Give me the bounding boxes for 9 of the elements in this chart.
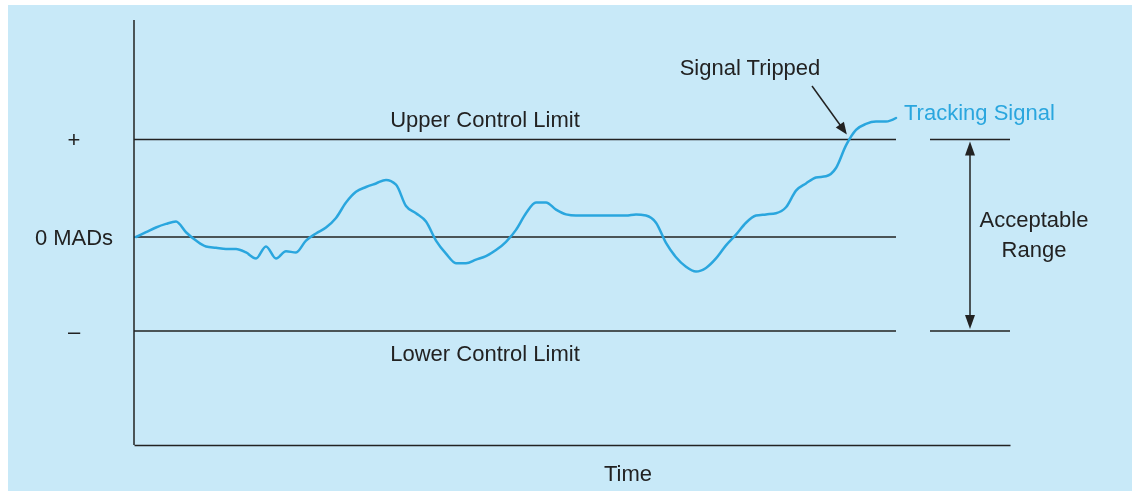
- text: –: [67, 319, 81, 345]
- text: Acceptable Range: [979, 207, 1089, 263]
- text: Signal Tripped: [679, 55, 821, 80]
- ref-line-label: Lower Control Limit: [390, 341, 580, 367]
- ref-line-label: Upper Control Limit: [390, 107, 580, 133]
- text: +: [67, 127, 81, 153]
- series-label: Tracking Signal: [904, 100, 1055, 125]
- text: 0 MADs: [34, 225, 114, 250]
- text: Time: [603, 461, 653, 486]
